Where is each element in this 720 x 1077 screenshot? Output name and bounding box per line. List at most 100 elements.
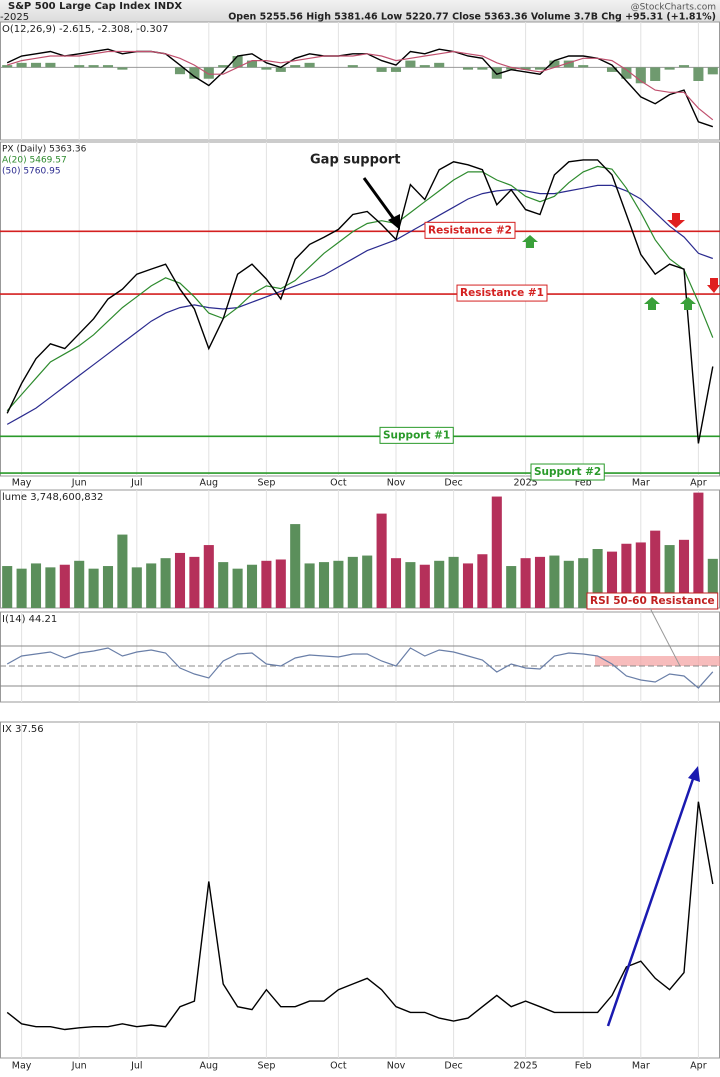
volume-bar	[347, 556, 358, 608]
panel-label: IX 37.56	[2, 724, 44, 735]
histogram-bar	[419, 65, 430, 68]
x-tick-label: Feb	[575, 478, 592, 489]
volume-bar	[333, 560, 344, 608]
histogram-bar	[117, 67, 128, 70]
x-tick-label: Sep	[257, 1061, 275, 1072]
volume-bar	[534, 556, 546, 608]
x-tick-label: Dec	[444, 478, 462, 489]
volume-bar	[506, 566, 517, 608]
histogram-bar	[635, 67, 646, 84]
volume-bar	[146, 563, 157, 608]
histogram-bar	[232, 56, 243, 68]
histogram-bar	[304, 62, 315, 68]
volume-bar	[549, 555, 560, 608]
volume-bar	[578, 558, 589, 608]
histogram-bar	[74, 65, 85, 68]
histogram-bar	[477, 67, 488, 70]
histogram-bar	[376, 67, 387, 72]
rsi-band	[595, 656, 720, 666]
level-label: Resistance #2	[428, 224, 512, 236]
panel-label: O(12,26,9) -2.615, -2.308, -0.307	[2, 24, 168, 35]
histogram-bar	[88, 65, 99, 68]
volume-bar	[189, 556, 200, 608]
chart-title: S&P 500 Large Cap Index INDX	[8, 1, 182, 12]
histogram-bar	[16, 62, 27, 68]
histogram-bar	[203, 67, 214, 79]
histogram-bar	[650, 67, 661, 81]
volume-bar	[102, 566, 114, 608]
histogram-bar	[578, 65, 589, 68]
histogram-bar	[2, 65, 13, 68]
volume-bar	[246, 564, 258, 608]
volume-bar	[174, 552, 186, 608]
histogram-bar	[563, 60, 574, 68]
series-line	[7, 50, 714, 121]
x-tick-label: Apr	[690, 478, 707, 489]
volume-bar	[117, 534, 128, 608]
label-box	[379, 426, 454, 444]
volume-bar	[304, 563, 315, 608]
x-tick-label: Oct	[330, 478, 347, 489]
histogram-bar	[30, 62, 42, 68]
panel-label: lume 3,748,600,832	[2, 492, 103, 503]
histogram-bar	[189, 67, 200, 79]
x-tick-label: Aug	[200, 478, 219, 489]
volume-bar	[419, 564, 430, 608]
volume-bar	[59, 564, 70, 608]
series-label: A(20) 5469.57	[2, 156, 67, 166]
histogram-bar	[246, 60, 258, 68]
series-label: PX (Daily) 5363.36	[2, 145, 87, 155]
level-label: Support #1	[383, 429, 450, 441]
x-tick-label: Jun	[71, 478, 87, 489]
resistance-arrows	[667, 213, 720, 293]
histogram-bar	[275, 67, 286, 72]
leader	[649, 607, 681, 667]
histogram-bar	[491, 67, 502, 79]
x-tick-label: Apr	[690, 1061, 707, 1072]
annotation-arrow	[362, 177, 398, 223]
histogram-bar	[174, 67, 186, 75]
histogram-bar	[621, 67, 632, 79]
x-tick-label: May	[12, 1061, 32, 1072]
panel-label: I(14) 44.21	[2, 614, 57, 625]
credit: @StockCharts.com	[631, 3, 716, 13]
histogram-bar	[606, 67, 618, 72]
label-box	[456, 284, 548, 302]
series-line	[6, 165, 714, 412]
volume-bar	[88, 568, 99, 608]
series-line	[6, 647, 714, 689]
volume-bar	[218, 562, 229, 608]
series-line	[6, 801, 714, 1031]
label-box	[530, 463, 605, 481]
quote: Open 5255.56 High 5381.46 Low 5220.77 Cl…	[228, 12, 716, 23]
volume-bar	[592, 549, 603, 608]
panel	[0, 141, 720, 477]
x-tick-label: Nov	[387, 478, 406, 489]
volume-bar	[664, 545, 675, 608]
volume-bar	[693, 492, 704, 608]
histogram-bar	[102, 65, 114, 68]
volume-bar	[74, 560, 85, 608]
arrow-head	[388, 214, 400, 230]
volume-bar	[275, 559, 286, 608]
histogram-bar	[707, 67, 718, 75]
panel	[0, 21, 720, 141]
label-box	[424, 221, 516, 239]
histogram-bar	[506, 67, 517, 70]
volume-bar	[707, 558, 718, 608]
volume-bar	[434, 560, 445, 608]
volume-bar	[362, 555, 373, 608]
arrow-head	[688, 766, 700, 782]
histogram-bar	[434, 62, 445, 68]
volume-bar	[405, 562, 416, 608]
x-tick-label: Mar	[632, 478, 650, 489]
volume-bar	[462, 563, 474, 608]
volume-bar	[376, 513, 387, 608]
x-tick-label: 2025	[514, 1061, 538, 1072]
volume-bar	[16, 568, 27, 608]
series-line	[6, 159, 714, 444]
volume-bar	[45, 567, 56, 608]
histogram-bar	[290, 65, 301, 68]
